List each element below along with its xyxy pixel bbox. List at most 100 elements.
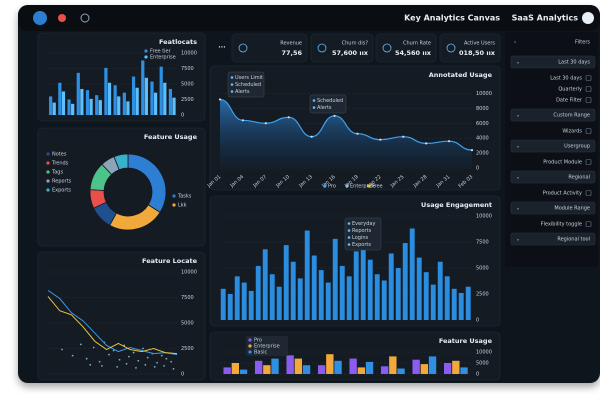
dropdown[interactable] (510, 55, 596, 69)
legend-swatch (172, 203, 176, 207)
tooltip-text: Exports (352, 242, 371, 248)
page-title: Key Analytics Canvas (404, 14, 500, 23)
bar (381, 280, 387, 320)
option-label[interactable]: Last 30 days (550, 76, 582, 82)
y-tick-label: 5000 (476, 361, 489, 367)
bar (357, 367, 366, 374)
bar (262, 249, 268, 320)
dropdown-label: Custom Range (553, 113, 590, 119)
bar (61, 91, 66, 115)
bar (318, 270, 324, 320)
tooltip-dot (312, 99, 316, 102)
point (470, 149, 474, 152)
option-label[interactable]: Date Filter (556, 98, 583, 104)
chart-title: Feature Usage (144, 133, 198, 141)
tooltip-text: Scheduled (317, 98, 343, 104)
dropdown[interactable] (510, 170, 596, 184)
y-tick-label: 2000 (476, 151, 489, 157)
tooltip-dot (312, 106, 316, 109)
scatter-point (172, 368, 175, 370)
kpi-card (231, 33, 308, 63)
bar (104, 67, 108, 115)
bar (52, 102, 56, 115)
tooltip (309, 94, 347, 114)
y-tick-label: 0 (476, 372, 479, 378)
y-tick-label: 10000 (181, 51, 197, 57)
legend-label: Free tier (150, 49, 172, 55)
scatter-point (108, 353, 110, 356)
notification-icon[interactable] (58, 14, 66, 22)
dropdown[interactable] (510, 139, 596, 153)
bar (254, 360, 263, 374)
option-label[interactable]: Flexibility toggle (541, 222, 582, 228)
option-label[interactable]: Product Activity (543, 191, 582, 197)
legend-label: Lkk (178, 203, 187, 209)
kpi-icon (446, 43, 456, 53)
y-tick-label: 10000 (181, 270, 197, 276)
bar (334, 360, 342, 374)
point (447, 140, 451, 143)
dropdown[interactable] (510, 232, 596, 246)
bar (465, 286, 471, 320)
bar (423, 272, 429, 320)
settings-icon[interactable] (80, 13, 90, 23)
bar (71, 103, 75, 115)
kpi-card (439, 33, 501, 63)
scatter-point (61, 348, 63, 351)
dropdown-label: Module Range (554, 206, 590, 212)
tooltip-dot (347, 222, 351, 225)
tooltip-text: Scheduled (235, 82, 261, 88)
bar (172, 97, 176, 115)
legend-box (246, 336, 288, 356)
scatter-point (137, 359, 140, 362)
more-button[interactable]: ··· (218, 43, 225, 51)
bar (460, 367, 468, 374)
bar (451, 288, 457, 320)
bar (67, 99, 71, 115)
scatter-point (165, 357, 168, 360)
scatter-point (125, 362, 128, 365)
bar (49, 96, 53, 115)
bar (239, 369, 248, 374)
point (333, 114, 336, 117)
bar (302, 365, 311, 374)
scatter-point (156, 361, 158, 364)
bar (220, 288, 226, 320)
legend-swatch (144, 55, 148, 59)
tooltip-text: Logins (352, 235, 368, 241)
legend-label: Tags (51, 170, 63, 176)
tooltip-text: Alerts (235, 89, 250, 95)
header-bar (18, 5, 600, 31)
dropdown[interactable] (510, 108, 596, 122)
scatter-point (128, 355, 130, 358)
bar (443, 363, 452, 374)
option-icon (585, 190, 592, 196)
option-label[interactable]: Wizards (562, 129, 582, 135)
bar (271, 358, 279, 374)
point (356, 132, 359, 135)
bar (458, 292, 464, 320)
bar (452, 360, 460, 374)
bar (223, 367, 231, 374)
legend-label: Tasks (177, 194, 192, 200)
scatter-point (98, 360, 101, 363)
bar (388, 253, 394, 320)
legend-label: Enterprise (254, 344, 280, 350)
tooltip-dot (347, 229, 351, 232)
bar (325, 282, 331, 320)
bar (141, 60, 145, 115)
scatter-point (85, 357, 88, 360)
dropdown[interactable] (510, 201, 596, 215)
bar (367, 259, 373, 320)
option-label[interactable]: Quarterly (558, 87, 582, 93)
avatar[interactable] (33, 11, 47, 25)
chart-card (37, 127, 206, 247)
legend-swatch (144, 49, 148, 53)
dropdown-caret: ⌄ (516, 175, 520, 181)
option-label[interactable]: Product Module (543, 160, 582, 166)
collapse-icon[interactable]: ‹ (514, 40, 516, 46)
point (241, 119, 245, 122)
tooltip (344, 217, 382, 251)
bar (122, 92, 126, 115)
bar (397, 368, 405, 374)
